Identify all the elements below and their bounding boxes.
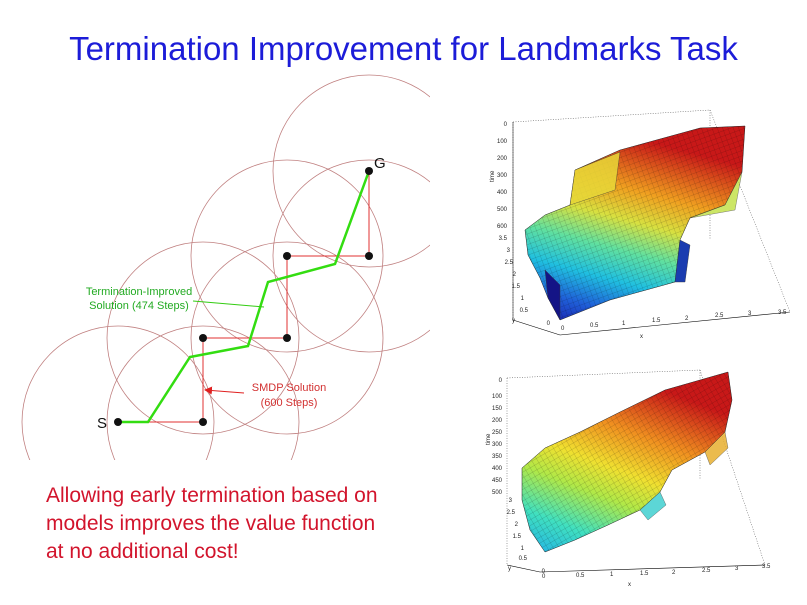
- bottom-z-tick: 150: [492, 406, 503, 412]
- top-z-tick: 400: [497, 190, 508, 196]
- bottom-x-tick: 1: [610, 572, 614, 578]
- top-x-tick: 2.5: [715, 313, 724, 319]
- top-y-tick: 2: [513, 272, 517, 278]
- bottom-z-tick: 100: [492, 394, 503, 400]
- top-surface-plot: 0 100 200 300 400 500 600 time 3.5 3 2.5…: [490, 109, 791, 340]
- bottom-y-tick: 2.5: [507, 510, 516, 516]
- landmark-nodes: [114, 167, 373, 426]
- top-x-tick: 0.5: [590, 323, 599, 329]
- top-x-tick: 2: [685, 316, 689, 322]
- top-z-tick: 0: [504, 122, 508, 128]
- bottom-z-tick: 250: [492, 430, 503, 436]
- top-z-tick: 100: [497, 139, 508, 145]
- landmark-circle: [272, 159, 430, 353]
- goal-node: [365, 167, 373, 175]
- top-x-tick: 1: [622, 321, 626, 327]
- landmark-circles: [21, 74, 430, 460]
- bottom-z-tick: 200: [492, 418, 503, 424]
- slide-title: Termination Improvement for Landmarks Ta…: [69, 30, 738, 67]
- bottom-x-tick: 3: [735, 566, 739, 572]
- landmark-node: [365, 252, 373, 260]
- bottom-z-label: time: [486, 433, 492, 445]
- top-x-tick: 1.5: [652, 318, 661, 324]
- start-label: S: [97, 415, 107, 432]
- bottom-z-tick: 350: [492, 454, 503, 460]
- top-y-tick: 0.5: [520, 308, 529, 314]
- landmark-circle: [21, 325, 215, 460]
- bottom-z-tick: 450: [492, 478, 503, 484]
- bottom-x-tick: 2.5: [702, 568, 711, 574]
- improved-label-pointer: [192, 300, 265, 308]
- top-z-tick: 200: [497, 156, 508, 162]
- improved-label-line2: Solution (474 Steps): [89, 300, 189, 312]
- top-z-label: time: [490, 170, 496, 182]
- landmark-node: [283, 334, 291, 342]
- bottom-y-tick: 3: [509, 498, 513, 504]
- conclusion-line: at no additional cost!: [46, 540, 239, 563]
- top-z-tick: 300: [497, 173, 508, 179]
- top-x-tick: 3.5: [778, 310, 787, 316]
- bottom-x-label: x: [628, 582, 631, 588]
- landmark-node: [199, 334, 207, 342]
- bottom-x-tick: 0: [542, 574, 546, 580]
- bottom-x-tick: 1.5: [640, 571, 649, 577]
- top-y-tick: 1: [521, 296, 525, 302]
- improved-solution-path: [118, 170, 371, 424]
- conclusion-line: models improves the value function: [46, 512, 376, 535]
- bottom-x-tick: 3.5: [762, 564, 771, 570]
- bottom-z-tick: 300: [492, 442, 503, 448]
- top-x-tick: 3: [748, 311, 752, 317]
- bottom-x-tick: 0.5: [576, 573, 585, 579]
- top-y-tick: 3.5: [499, 236, 508, 242]
- landmark-circle: [106, 325, 300, 460]
- bottom-y-tick: 0: [542, 569, 546, 575]
- top-z-tick: 600: [497, 224, 508, 230]
- smdp-label-arrow: [204, 386, 245, 395]
- conclusion-text: Allowing early termination based on mode…: [46, 482, 378, 566]
- bottom-surface-plot: 0 100 150 200 250 300 350 400 450 500 ti…: [486, 369, 771, 588]
- bottom-z-tick: 500: [492, 490, 503, 496]
- landmark-node: [199, 418, 207, 426]
- improved-label-line1: Termination-Improved: [86, 286, 192, 298]
- start-node: [114, 418, 122, 426]
- smdp-label-line1: SMDP Solution: [252, 382, 326, 394]
- top-x-tick: 0: [561, 326, 565, 332]
- landmark-circle: [190, 241, 384, 435]
- bottom-z-tick: 400: [492, 466, 503, 472]
- goal-label: G: [374, 155, 386, 172]
- bottom-y-tick: 0.5: [519, 556, 528, 562]
- bottom-y-tick: 2: [515, 522, 519, 528]
- bottom-y-tick: 1.5: [513, 534, 522, 540]
- landmark-circle: [190, 159, 384, 353]
- top-x-label: x: [640, 334, 643, 340]
- top-y-tick: 1.5: [512, 284, 521, 290]
- landmark-circle: [106, 241, 300, 435]
- top-z-tick: 500: [497, 207, 508, 213]
- bottom-y-label: y: [508, 566, 511, 572]
- top-y-label: y: [512, 318, 515, 324]
- smdp-label-line2: (600 Steps): [261, 397, 318, 409]
- bottom-z-tick: 0: [499, 378, 503, 384]
- landmark-node: [283, 252, 291, 260]
- landmark-circle: [272, 74, 430, 268]
- top-y-tick: 0: [547, 321, 551, 327]
- top-y-tick: 2.5: [505, 260, 514, 266]
- bottom-x-tick: 2: [672, 570, 676, 576]
- conclusion-line: Allowing early termination based on: [46, 484, 378, 507]
- bottom-y-tick: 1: [521, 546, 525, 552]
- top-y-tick: 3: [507, 248, 511, 254]
